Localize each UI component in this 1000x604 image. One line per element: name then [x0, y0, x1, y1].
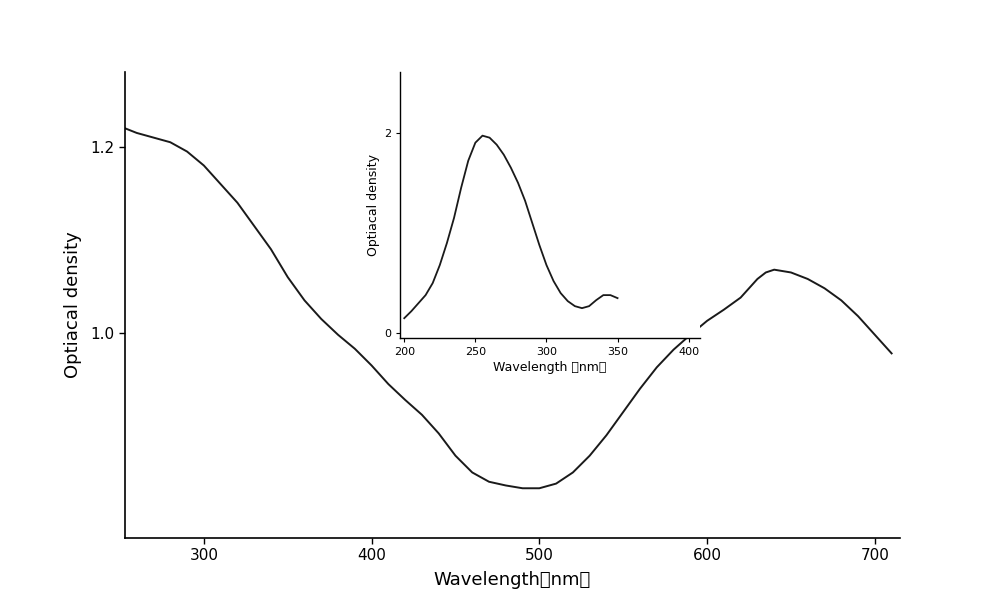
X-axis label: Wavelength （nm）: Wavelength （nm）	[493, 361, 607, 374]
Y-axis label: Optiacal density: Optiacal density	[367, 155, 380, 256]
Y-axis label: Optiacal density: Optiacal density	[64, 232, 82, 378]
X-axis label: Wavelength（nm）: Wavelength（nm）	[434, 571, 591, 590]
